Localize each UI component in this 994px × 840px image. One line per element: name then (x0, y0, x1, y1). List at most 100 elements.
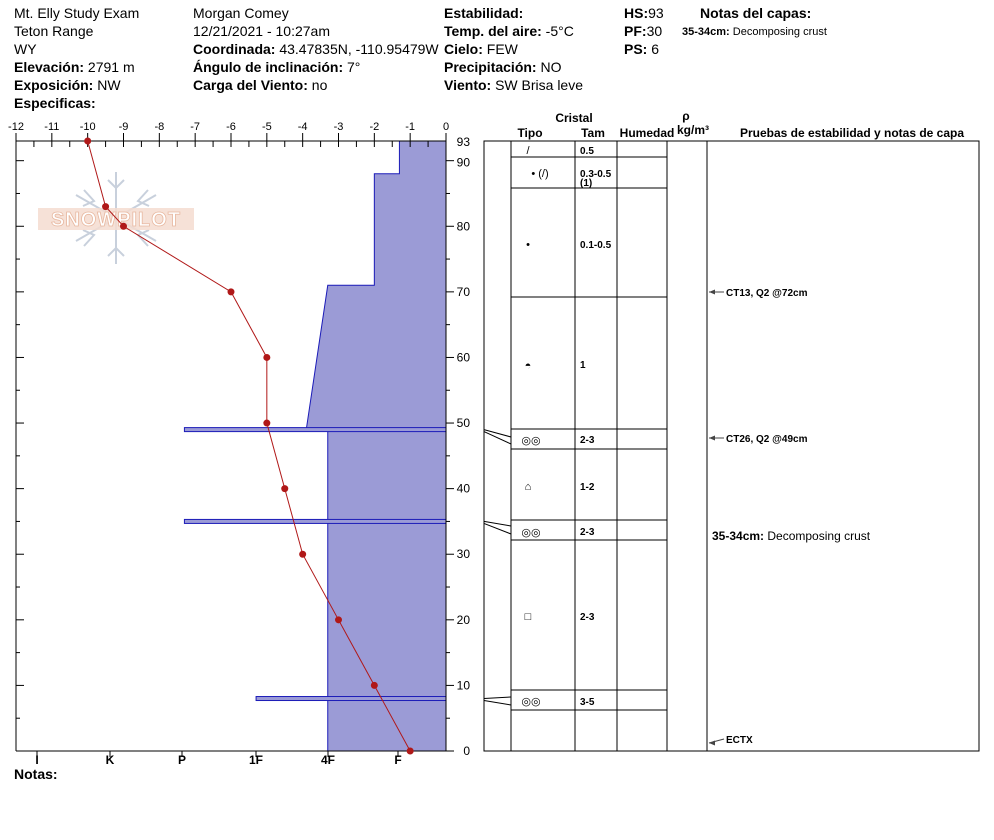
test-arrow-head-0 (709, 289, 715, 295)
layer-notes-title: Notas del capas: (700, 5, 812, 21)
slope-angle-value: 7° (347, 59, 361, 75)
precipitation-label: Precipitación: (444, 59, 537, 75)
test-result-0: CT13, Q2 @72cm (726, 288, 808, 299)
crystal-header: Cristal (555, 111, 592, 125)
test-result-1: CT26, Q2 @49cm (726, 434, 808, 445)
grain-type-symbol-6: ◎◎ (521, 527, 540, 539)
hardness-tick-label: P (178, 753, 186, 767)
grain-size-5: 1-2 (580, 482, 595, 493)
grain-size-4: 2-3 (580, 435, 595, 446)
layer-connector (483, 696, 512, 700)
grain-type-symbol-8: ◎◎ (521, 696, 540, 708)
grain-size-3: 1 (580, 360, 586, 371)
precipitation-value: NO (540, 59, 562, 75)
hardness-tick-label: K (106, 753, 115, 767)
temp-tick-label: -11 (44, 121, 59, 133)
grain-size-0: 0.5 (580, 146, 594, 157)
temp-tick-label: 0 (443, 121, 449, 133)
hs-value: 93 (648, 5, 664, 21)
wind-label: Viento: (444, 77, 492, 93)
test-arrow-head-2 (709, 740, 715, 746)
moisture-header: Humedad (620, 126, 675, 140)
sky-label: Cielo: (444, 41, 483, 57)
height-tick-label: 60 (457, 350, 471, 364)
grain-type-symbol-4: ◎◎ (521, 435, 540, 447)
grain-type-symbol-0: / (526, 145, 530, 157)
temp-tick-label: -8 (154, 121, 164, 133)
temp-tick-label: -10 (80, 121, 96, 133)
grain-size-extra-1: (1) (580, 178, 592, 189)
density-unit-header: kg/m³ (677, 123, 709, 137)
wind-value: SW Brisa leve (495, 77, 584, 93)
height-tick-label: 20 (457, 613, 471, 627)
type-header: Tipo (517, 126, 542, 140)
height-tick-label: 80 (457, 219, 471, 233)
hardness-profile-area (305, 140, 447, 752)
temperature-point-6 (281, 485, 289, 493)
pf-label: PF: (624, 23, 647, 39)
air-temp-value: -5°C (545, 23, 574, 39)
wind-loading-label: Carga del Viento: (193, 77, 308, 93)
stability-label: Estabilidad: (444, 5, 524, 21)
height-tick-label: 93 (457, 135, 471, 149)
observation-datetime: 12/21/2021 - 10:27am (193, 23, 330, 39)
layer-connector (483, 700, 512, 706)
temperature-point-8 (335, 616, 342, 624)
size-header: Tam (581, 126, 605, 140)
height-tick-label: 90 (457, 156, 471, 170)
layer-connector (483, 429, 512, 438)
temp-tick-label: -12 (8, 121, 24, 133)
sky-value: FEW (486, 41, 518, 57)
grain-type-symbol-7: □ (525, 611, 532, 623)
temperature-point-10 (406, 747, 414, 755)
temperature-point-9 (370, 681, 378, 689)
mountain-range: Teton Range (14, 23, 94, 39)
snowpilot-logo: SNOWPILOT (38, 168, 194, 268)
hardness-tick-label: 4F (321, 753, 335, 767)
hardness-tick-label: 1F (249, 753, 263, 767)
hardness-tick-label: I (35, 753, 38, 767)
temperature-point-7 (299, 550, 307, 558)
thin-layer-0 (183, 427, 447, 433)
temp-tick-label: -6 (226, 121, 236, 133)
aspect-value: NW (97, 77, 121, 93)
layer-note-0: 35-34cm: Decomposing crust (712, 529, 871, 543)
grain-size-7: 2-3 (580, 612, 595, 623)
height-tick-label: 30 (457, 547, 471, 561)
grain-size-1: 0.3-0.5 (580, 169, 612, 180)
site-name: Mt. Elly Study Exam (14, 5, 140, 21)
specifics-label: Especificas: (14, 95, 96, 111)
grain-size-8: 3-5 (580, 697, 595, 708)
air-temp-label: Temp. del aire: (444, 23, 542, 39)
ps-value: 6 (651, 41, 660, 57)
hardness-tick-label: F (394, 753, 401, 767)
temperature-point-4 (263, 353, 271, 361)
grain-size-6: 2-3 (580, 527, 595, 538)
density-symbol-header: ρ (682, 109, 689, 123)
ps-label: PS: (624, 41, 648, 57)
height-tick-label: 0 (463, 744, 470, 758)
logo-text: SNOWPILOT (51, 209, 181, 231)
height-tick-label: 70 (457, 285, 471, 299)
tests-header: Pruebas de estabilidad y notas de capa (740, 126, 964, 140)
elevation-value: 2791 m (87, 59, 135, 75)
grain-type-symbol-5: ⌂ (525, 481, 532, 493)
height-tick-label: 10 (457, 678, 471, 692)
wind-loading-value: no (311, 77, 328, 93)
temperature-point-3 (227, 288, 235, 296)
height-tick-label: 40 (457, 482, 471, 496)
temp-tick-label: -5 (262, 121, 272, 133)
grain-size-2: 0.1-0.5 (580, 240, 612, 251)
temperature-point-2 (120, 222, 127, 230)
state: WY (14, 41, 37, 57)
grain-type-symbol-2: • (526, 239, 530, 251)
elevation-label: Elevación: (14, 59, 85, 75)
hs-label: HS: (624, 5, 649, 21)
thin-layer-1 (183, 518, 447, 524)
pf-value: 30 (646, 23, 663, 39)
layer-connector (483, 522, 512, 535)
observer-name: Morgan Comey (193, 5, 289, 21)
layer-connector (483, 431, 512, 445)
temp-tick-label: -2 (369, 121, 379, 133)
